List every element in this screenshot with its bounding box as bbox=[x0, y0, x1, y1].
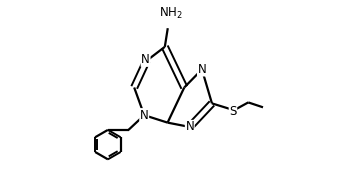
Text: NH$_2$: NH$_2$ bbox=[159, 6, 183, 21]
Text: N: N bbox=[198, 63, 206, 76]
Text: S: S bbox=[229, 105, 236, 118]
Text: N: N bbox=[185, 121, 194, 133]
Text: N: N bbox=[140, 109, 149, 122]
Text: N: N bbox=[141, 53, 150, 66]
